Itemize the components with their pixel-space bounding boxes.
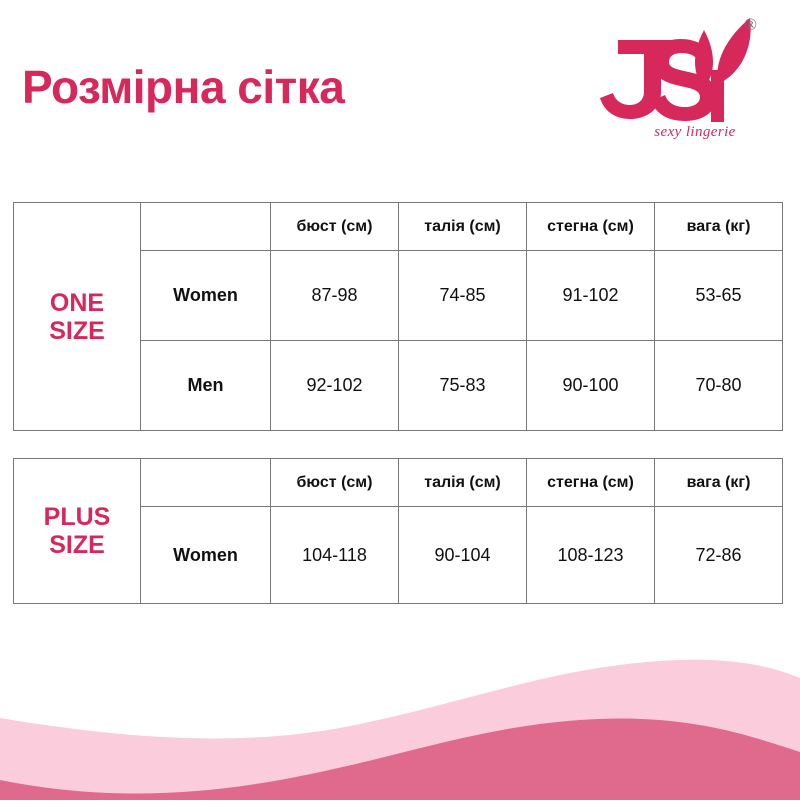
jsy-logo-icon: ® xyxy=(600,12,790,132)
cell-hips: 108-123 xyxy=(526,506,655,604)
cell-hips: 91-102 xyxy=(526,250,655,341)
row-gender-women: Women xyxy=(140,506,271,604)
column-header-hips: стегна (см) xyxy=(526,202,655,251)
row-gender-men: Men xyxy=(140,340,271,431)
column-header-bust: бюст (см) xyxy=(270,458,399,507)
cell-bust: 92-102 xyxy=(270,340,399,431)
cell-weight: 53-65 xyxy=(654,250,783,341)
header: Розмірна сітка ® sexy lingerie xyxy=(0,0,800,180)
column-header-bust: бюст (см) xyxy=(270,202,399,251)
cell-bust: 87-98 xyxy=(270,250,399,341)
page-title: Розмірна сітка xyxy=(22,61,345,113)
size-category-label: ONE SIZE xyxy=(13,202,141,431)
table-header-row: PLUS SIZE бюст (см) талія (см) стегна (с… xyxy=(13,458,783,604)
cell-waist: 74-85 xyxy=(398,250,527,341)
size-category-label: PLUS SIZE xyxy=(13,458,141,604)
column-header-gender xyxy=(140,202,271,251)
row-gender-women: Women xyxy=(140,250,271,341)
column-header-weight: вага (кг) xyxy=(654,458,783,507)
cell-weight: 70-80 xyxy=(654,340,783,431)
table-header-row: ONE SIZE бюст (см) талія (см) стегна (см… xyxy=(13,202,783,431)
column-header-weight: вага (кг) xyxy=(654,202,783,251)
registered-trademark-icon: ® xyxy=(744,15,757,34)
cell-waist: 75-83 xyxy=(398,340,527,431)
column-header-gender xyxy=(140,458,271,507)
cell-weight: 72-86 xyxy=(654,506,783,604)
table-row: Women 87-98 74-85 91-102 53-65 xyxy=(14,250,783,341)
cell-bust: 104-118 xyxy=(270,506,399,604)
decorative-waves xyxy=(0,620,800,800)
size-category-line-1: PLUS xyxy=(43,503,111,531)
size-category-line-2: SIZE xyxy=(49,316,105,345)
table-row: Men 92-102 75-83 90-100 70-80 xyxy=(14,340,783,431)
column-header-hips: стегна (см) xyxy=(526,458,655,507)
brand-logo: ® sexy lingerie xyxy=(600,12,790,162)
column-header-waist: талія (см) xyxy=(398,458,527,507)
cell-waist: 90-104 xyxy=(398,506,527,604)
size-category-line-1: ONE xyxy=(49,288,105,317)
one-size-table: ONE SIZE бюст (см) талія (см) стегна (см… xyxy=(13,202,783,431)
cell-hips: 90-100 xyxy=(526,340,655,431)
wave-dark-shape xyxy=(0,718,800,800)
size-category-line-2: SIZE xyxy=(49,531,105,559)
table-row: Women 104-118 90-104 108-123 72-86 xyxy=(14,506,783,604)
column-header-waist: талія (см) xyxy=(398,202,527,251)
logo-tagline: sexy lingerie xyxy=(654,124,736,140)
plus-size-table: PLUS SIZE бюст (см) талія (см) стегна (с… xyxy=(13,458,783,604)
